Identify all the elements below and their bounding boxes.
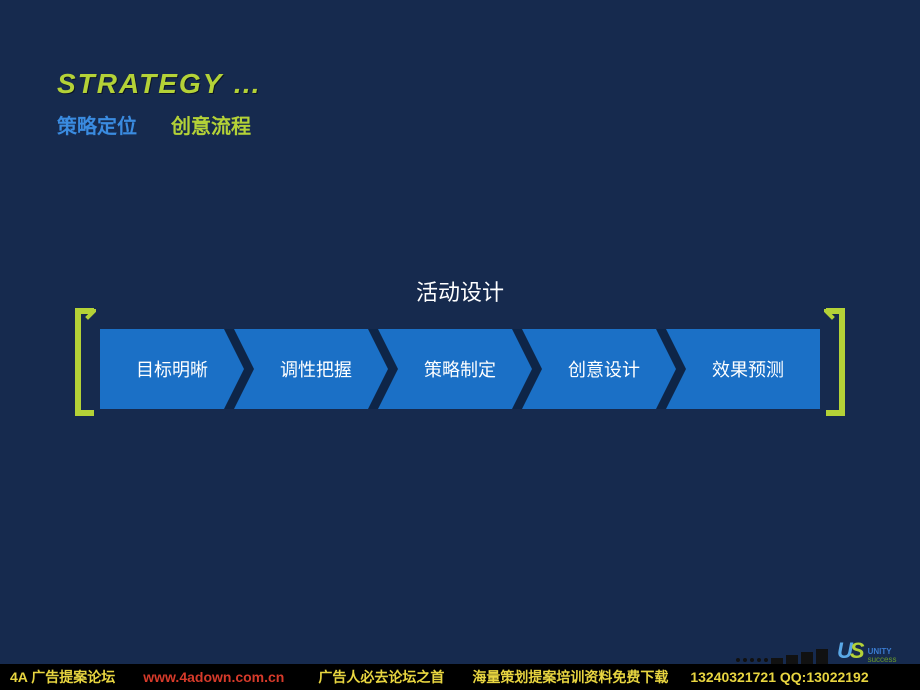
logo-success: success	[868, 656, 897, 664]
footer-prefix: 4A 广告提案论坛	[10, 667, 115, 687]
flow-step: 调性把握	[244, 329, 388, 409]
flow-step-label: 创意设计	[532, 329, 676, 409]
flow-step-label: 目标明晰	[100, 329, 244, 409]
flow-step: 创意设计	[532, 329, 676, 409]
flow-step-label: 调性把握	[244, 329, 388, 409]
flow-step: 效果预测	[676, 329, 820, 409]
footer: US UNITY success 4A 广告提案论坛 www.4adown.co…	[0, 636, 920, 690]
footer-tail: 海量策划提案培训资料免费下载	[472, 667, 668, 687]
flow-step: 目标明晰	[100, 329, 244, 409]
footer-mid: 广告人必去论坛之首	[318, 667, 444, 687]
subtitle-row: 策略定位 创意流程	[57, 110, 251, 139]
flow-steps: 目标明晰调性把握策略制定创意设计效果预测	[100, 329, 820, 409]
footer-phone: 13240321721	[690, 669, 776, 685]
logo-icon: US UNITY success	[837, 638, 896, 664]
subtitle-process: 创意流程	[171, 110, 251, 139]
page-title: STRATEGY …	[57, 68, 263, 100]
flow-wrap: 目标明晰调性把握策略制定创意设计效果预测	[100, 329, 820, 409]
flow-step-label: 效果预测	[676, 329, 820, 409]
subtitle-strategy: 策略定位	[57, 110, 137, 139]
footer-qq: 13022192	[806, 669, 868, 685]
bracket-right-icon	[824, 307, 846, 417]
footer-qq-label: QQ:	[780, 669, 806, 685]
footer-bar: 4A 广告提案论坛 www.4adown.com.cn 广告人必去论坛之首 海量…	[0, 664, 920, 690]
flow-step: 策略制定	[388, 329, 532, 409]
logo-strip: US UNITY success	[730, 638, 920, 664]
bracket-left-icon	[74, 307, 96, 417]
flow-step-label: 策略制定	[388, 329, 532, 409]
footer-url: www.4adown.com.cn	[143, 669, 284, 685]
process-diagram: 活动设计 目标明晰调性把握策略制定创意设计效果预测	[100, 275, 820, 409]
diagram-title: 活动设计	[100, 275, 820, 307]
